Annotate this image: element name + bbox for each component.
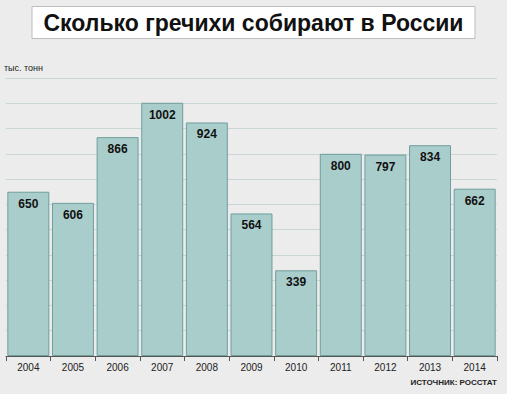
svg-text:2012: 2012 [374, 362, 397, 373]
svg-text:606: 606 [63, 208, 83, 222]
svg-text:2004: 2004 [17, 362, 40, 373]
svg-text:2005: 2005 [62, 362, 85, 373]
svg-text:2013: 2013 [419, 362, 442, 373]
svg-text:339: 339 [286, 275, 306, 289]
svg-text:924: 924 [197, 127, 217, 141]
svg-text:866: 866 [108, 142, 128, 156]
svg-text:2007: 2007 [151, 362, 174, 373]
svg-text:1002: 1002 [149, 108, 176, 122]
svg-text:2011: 2011 [330, 362, 352, 373]
svg-text:662: 662 [465, 194, 485, 208]
svg-text:2014: 2014 [464, 362, 487, 373]
svg-text:834: 834 [420, 150, 440, 164]
svg-text:800: 800 [331, 159, 351, 173]
svg-text:797: 797 [375, 160, 395, 174]
svg-text:2010: 2010 [285, 362, 308, 373]
svg-text:564: 564 [241, 218, 261, 232]
svg-text:ИСТОЧНИК: РОССТАТ: ИСТОЧНИК: РОССТАТ [410, 378, 497, 387]
svg-text:2008: 2008 [196, 362, 219, 373]
svg-text:2009: 2009 [240, 362, 263, 373]
svg-text:2006: 2006 [106, 362, 129, 373]
svg-text:Сколько гречихи собирают в Рос: Сколько гречихи собирают в России [43, 10, 463, 36]
svg-text:тыс. тонн: тыс. тонн [4, 63, 43, 73]
svg-text:650: 650 [18, 197, 38, 211]
